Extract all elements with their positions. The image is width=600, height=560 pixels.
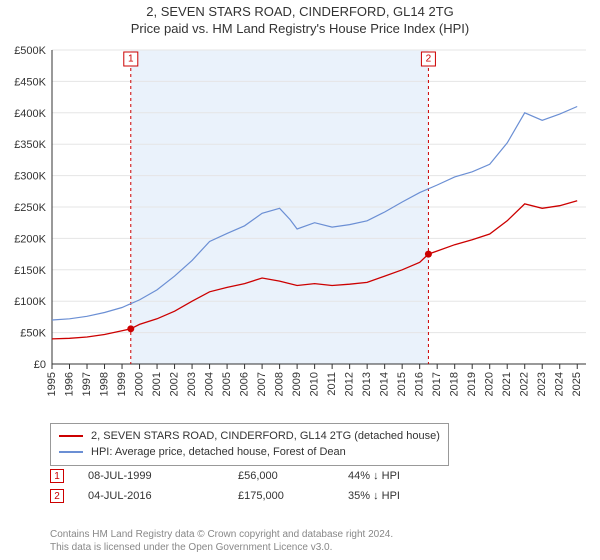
svg-text:2009: 2009 [291, 372, 303, 396]
svg-text:2018: 2018 [449, 372, 461, 396]
svg-text:2025: 2025 [571, 372, 583, 396]
svg-text:2013: 2013 [361, 372, 373, 396]
legend-label: 2, SEVEN STARS ROAD, CINDERFORD, GL14 2T… [91, 428, 440, 444]
svg-text:2003: 2003 [186, 372, 198, 396]
svg-text:2022: 2022 [519, 372, 531, 396]
svg-text:£400K: £400K [14, 108, 46, 120]
chart-svg: £0 £50K £100K £150K £200K £250K £300K £350K £400… [8, 44, 592, 416]
svg-text:2004: 2004 [204, 372, 216, 396]
footer-line: Contains HM Land Registry data © Crown c… [50, 528, 590, 541]
svg-text:2011: 2011 [326, 372, 338, 396]
svg-text:£300K: £300K [14, 171, 46, 183]
svg-text:1: 1 [128, 54, 134, 65]
svg-text:£350K: £350K [14, 139, 46, 151]
svg-text:2002: 2002 [169, 372, 181, 396]
chart-title-sub: Price paid vs. HM Land Registry's House … [0, 21, 600, 36]
svg-text:1995: 1995 [46, 372, 58, 396]
sale-row: 1 08-JUL-1999 £56,000 44% ↓ HPI [50, 466, 468, 486]
svg-text:1999: 1999 [116, 372, 128, 396]
price-chart: £0 £50K £100K £150K £200K £250K £300K £350K £400… [8, 44, 592, 416]
svg-text:2005: 2005 [221, 372, 233, 396]
svg-text:2010: 2010 [309, 372, 321, 396]
svg-text:£450K: £450K [14, 76, 46, 88]
sale-row: 2 04-JUL-2016 £175,000 35% ↓ HPI [50, 486, 468, 506]
legend-swatch [59, 451, 83, 453]
sale-date: 08-JUL-1999 [88, 470, 238, 482]
svg-text:2014: 2014 [379, 372, 391, 396]
svg-text:2016: 2016 [414, 372, 426, 396]
svg-text:2015: 2015 [396, 372, 408, 396]
footer-line: This data is licensed under the Open Gov… [50, 541, 590, 554]
svg-text:2019: 2019 [466, 372, 478, 396]
chart-legend: 2, SEVEN STARS ROAD, CINDERFORD, GL14 2T… [50, 423, 449, 466]
sale-marker-badge: 2 [50, 489, 64, 503]
svg-text:2024: 2024 [554, 372, 566, 396]
sale-diff: 44% ↓ HPI [348, 470, 468, 482]
svg-text:1998: 1998 [99, 372, 111, 396]
svg-text:2012: 2012 [344, 372, 356, 396]
sale-events-table: 1 08-JUL-1999 £56,000 44% ↓ HPI 2 04-JUL… [50, 466, 468, 506]
svg-text:£0: £0 [34, 359, 46, 371]
svg-text:£150K: £150K [14, 265, 46, 277]
legend-item-property: 2, SEVEN STARS ROAD, CINDERFORD, GL14 2T… [59, 428, 440, 444]
chart-title-address: 2, SEVEN STARS ROAD, CINDERFORD, GL14 2T… [0, 4, 600, 19]
attribution-footer: Contains HM Land Registry data © Crown c… [50, 528, 590, 554]
svg-text:£250K: £250K [14, 202, 46, 214]
svg-text:2008: 2008 [274, 372, 286, 396]
svg-text:2023: 2023 [536, 372, 548, 396]
legend-swatch [59, 435, 83, 437]
svg-text:2: 2 [426, 54, 432, 65]
svg-text:2017: 2017 [431, 372, 443, 396]
svg-text:2000: 2000 [134, 372, 146, 396]
svg-text:1996: 1996 [64, 372, 76, 396]
sale-diff: 35% ↓ HPI [348, 490, 468, 502]
svg-text:2006: 2006 [239, 372, 251, 396]
chart-title-block: 2, SEVEN STARS ROAD, CINDERFORD, GL14 2T… [0, 0, 600, 36]
svg-text:2021: 2021 [501, 372, 513, 396]
legend-item-hpi: HPI: Average price, detached house, Fore… [59, 444, 440, 460]
legend-label: HPI: Average price, detached house, Fore… [91, 444, 346, 460]
svg-text:£200K: £200K [14, 233, 46, 245]
svg-text:1997: 1997 [81, 372, 93, 396]
svg-text:£100K: £100K [14, 296, 46, 308]
sale-price: £56,000 [238, 470, 348, 482]
svg-text:2001: 2001 [151, 372, 163, 396]
sale-marker-badge: 1 [50, 469, 64, 483]
svg-text:£500K: £500K [14, 45, 46, 57]
sale-date: 04-JUL-2016 [88, 490, 238, 502]
sale-price: £175,000 [238, 490, 348, 502]
svg-text:2007: 2007 [256, 372, 268, 396]
svg-text:2020: 2020 [484, 372, 496, 396]
svg-text:£50K: £50K [20, 328, 46, 340]
